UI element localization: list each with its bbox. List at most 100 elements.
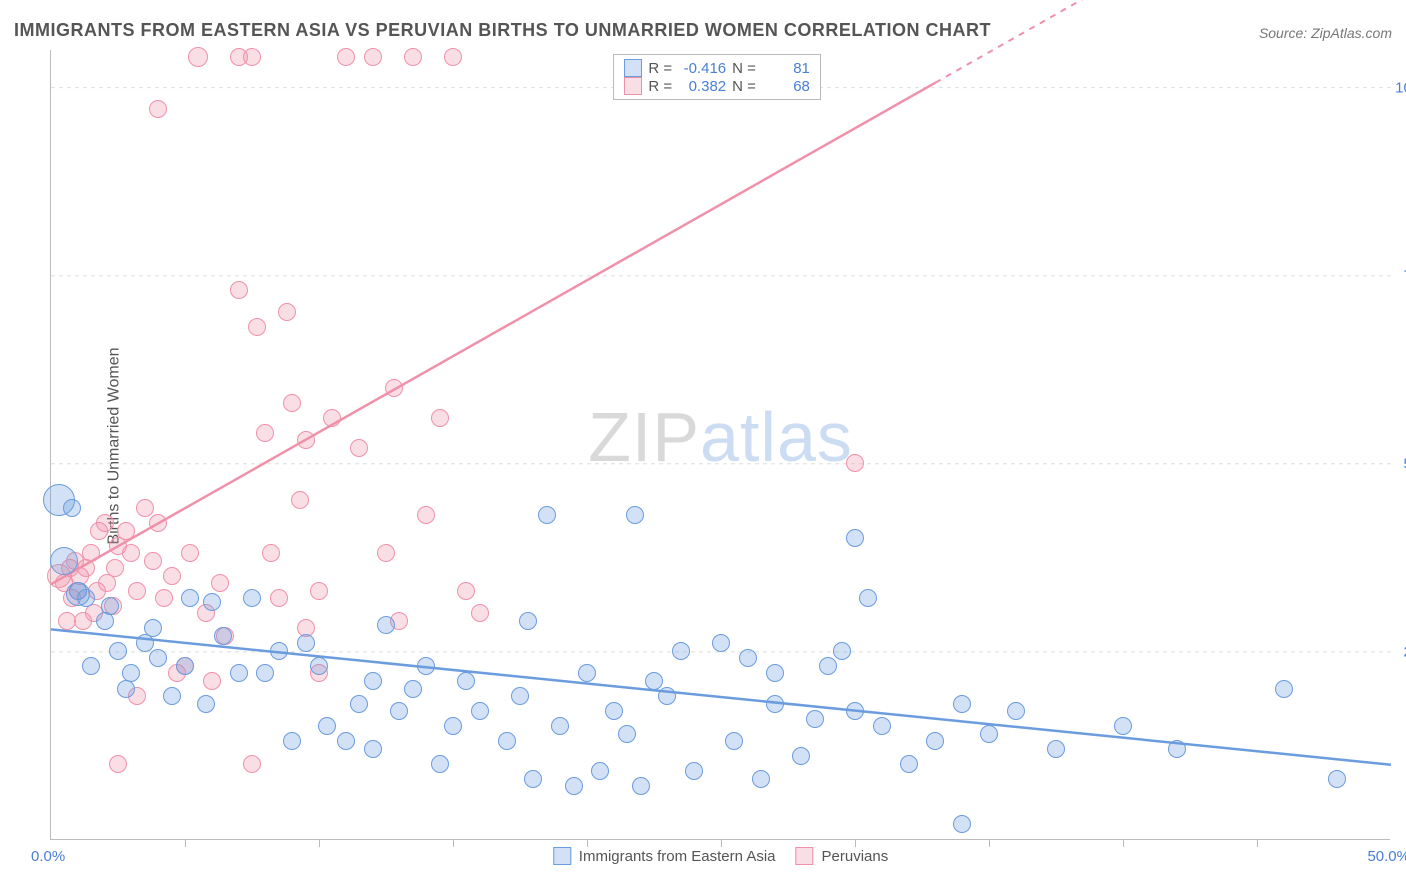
data-point bbox=[645, 672, 663, 690]
data-point bbox=[605, 702, 623, 720]
data-point bbox=[364, 672, 382, 690]
data-point bbox=[323, 409, 341, 427]
data-point bbox=[900, 755, 918, 773]
data-point bbox=[618, 725, 636, 743]
data-point bbox=[188, 47, 208, 67]
data-point bbox=[431, 409, 449, 427]
data-point bbox=[310, 582, 328, 600]
data-point bbox=[498, 732, 516, 750]
data-point bbox=[297, 634, 315, 652]
data-point bbox=[310, 657, 328, 675]
data-point bbox=[766, 695, 784, 713]
data-point bbox=[565, 777, 583, 795]
data-point bbox=[144, 552, 162, 570]
data-point bbox=[337, 48, 355, 66]
data-point bbox=[109, 755, 127, 773]
data-point bbox=[243, 589, 261, 607]
data-point bbox=[181, 544, 199, 562]
data-point bbox=[1275, 680, 1293, 698]
data-point bbox=[117, 522, 135, 540]
data-point bbox=[1047, 740, 1065, 758]
data-point bbox=[136, 499, 154, 517]
data-point bbox=[953, 815, 971, 833]
data-point bbox=[444, 48, 462, 66]
data-point bbox=[377, 616, 395, 634]
data-point bbox=[725, 732, 743, 750]
data-point bbox=[248, 318, 266, 336]
data-point bbox=[685, 762, 703, 780]
data-point bbox=[96, 514, 114, 532]
data-point bbox=[752, 770, 770, 788]
data-point bbox=[176, 657, 194, 675]
data-point bbox=[149, 514, 167, 532]
data-point bbox=[318, 717, 336, 735]
data-point bbox=[230, 281, 248, 299]
data-point bbox=[926, 732, 944, 750]
data-point bbox=[283, 732, 301, 750]
data-point bbox=[417, 506, 435, 524]
data-point bbox=[404, 48, 422, 66]
data-point bbox=[270, 589, 288, 607]
data-point bbox=[163, 567, 181, 585]
data-point bbox=[980, 725, 998, 743]
data-point bbox=[63, 499, 81, 517]
data-point bbox=[417, 657, 435, 675]
data-point bbox=[203, 672, 221, 690]
x-axis-label-min: 0.0% bbox=[31, 848, 65, 865]
data-point bbox=[457, 582, 475, 600]
source-attribution: Source: ZipAtlas.com bbox=[1259, 25, 1392, 41]
data-point bbox=[214, 627, 232, 645]
data-point bbox=[444, 717, 462, 735]
data-point bbox=[144, 619, 162, 637]
chart-title: IMMIGRANTS FROM EASTERN ASIA VS PERUVIAN… bbox=[14, 20, 991, 41]
data-point bbox=[256, 664, 274, 682]
data-point bbox=[181, 589, 199, 607]
data-point bbox=[385, 379, 403, 397]
data-point bbox=[1114, 717, 1132, 735]
data-point bbox=[364, 48, 382, 66]
data-point bbox=[109, 642, 127, 660]
data-point bbox=[197, 695, 215, 713]
data-point bbox=[591, 762, 609, 780]
data-point bbox=[524, 770, 542, 788]
data-point bbox=[806, 710, 824, 728]
data-point bbox=[211, 574, 229, 592]
data-point bbox=[519, 612, 537, 630]
legend-series-1: Immigrants from Eastern Asia bbox=[579, 848, 776, 865]
data-point bbox=[404, 680, 422, 698]
data-point bbox=[846, 702, 864, 720]
series-legend: Immigrants from Eastern Asia Peruvians bbox=[553, 847, 888, 865]
data-point bbox=[149, 100, 167, 118]
y-tick-label: 100.0% bbox=[1395, 79, 1406, 96]
data-point bbox=[58, 612, 76, 630]
data-point bbox=[551, 717, 569, 735]
data-point bbox=[82, 657, 100, 675]
data-point bbox=[230, 664, 248, 682]
data-point bbox=[1168, 740, 1186, 758]
data-point bbox=[626, 506, 644, 524]
data-point bbox=[471, 604, 489, 622]
data-point bbox=[243, 755, 261, 773]
data-point bbox=[364, 740, 382, 758]
data-point bbox=[291, 491, 309, 509]
data-point bbox=[149, 649, 167, 667]
data-point bbox=[350, 695, 368, 713]
data-point bbox=[256, 424, 274, 442]
data-point bbox=[792, 747, 810, 765]
data-point bbox=[203, 593, 221, 611]
data-point bbox=[262, 544, 280, 562]
data-point bbox=[578, 664, 596, 682]
data-point bbox=[457, 672, 475, 690]
data-point bbox=[283, 394, 301, 412]
data-point bbox=[766, 664, 784, 682]
data-point bbox=[50, 547, 78, 575]
legend-series-2: Peruvians bbox=[822, 848, 889, 865]
data-point bbox=[471, 702, 489, 720]
data-point bbox=[243, 48, 261, 66]
data-point bbox=[658, 687, 676, 705]
scatter-plot: ZIPatlas R = -0.416 N = 81 R = 0.382 N =… bbox=[50, 50, 1390, 840]
data-point bbox=[77, 589, 95, 607]
data-point bbox=[632, 777, 650, 795]
x-axis-label-max: 50.0% bbox=[1367, 848, 1406, 865]
data-point bbox=[712, 634, 730, 652]
